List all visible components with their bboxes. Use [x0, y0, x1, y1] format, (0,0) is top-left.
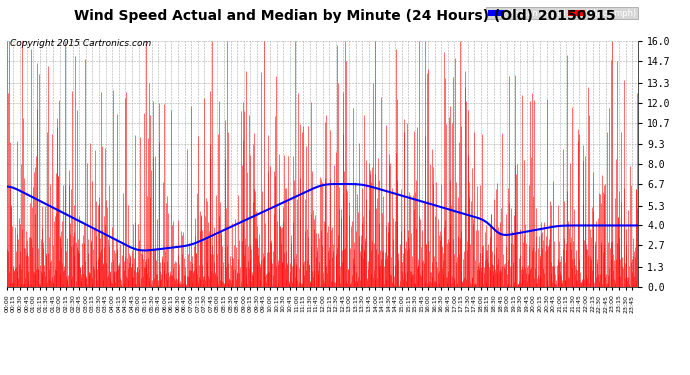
- Text: Copyright 2015 Cartronics.com: Copyright 2015 Cartronics.com: [10, 39, 152, 48]
- Legend: Median (mph), Wind (mph): Median (mph), Wind (mph): [486, 7, 638, 19]
- Text: Wind Speed Actual and Median by Minute (24 Hours) (Old) 20150915: Wind Speed Actual and Median by Minute (…: [75, 9, 615, 23]
